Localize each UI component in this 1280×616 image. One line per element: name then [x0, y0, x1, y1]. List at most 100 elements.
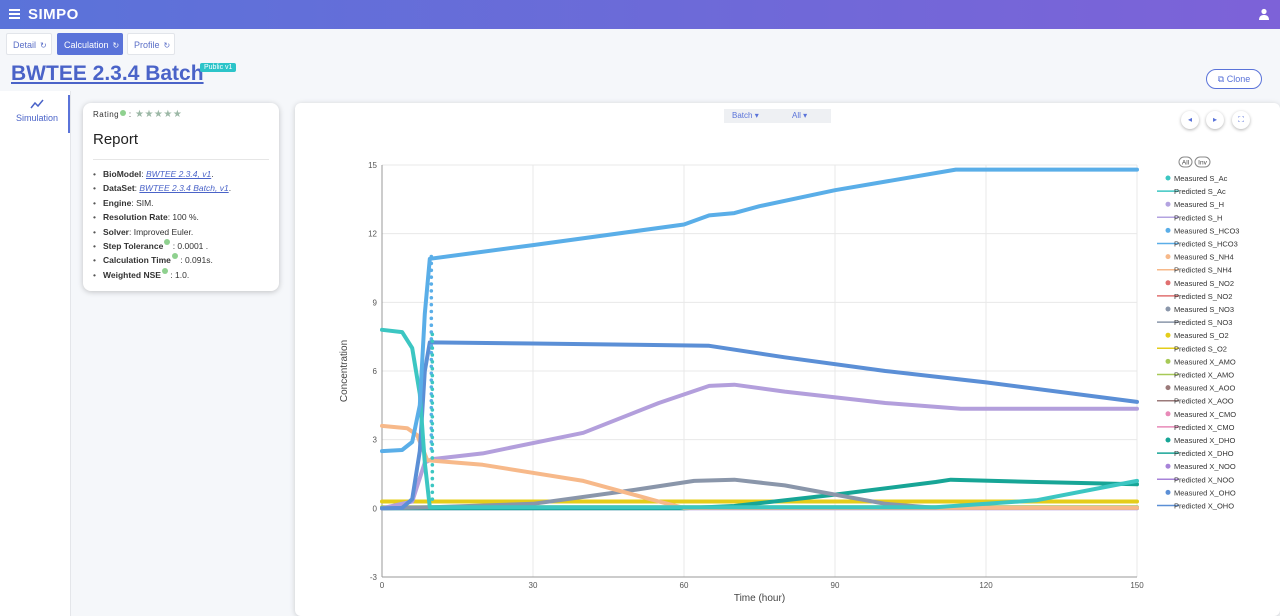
calc-time-label: Calculation Time — [103, 255, 171, 266]
biomodel-link[interactable]: BWTEE 2.3.4, v1 — [145, 169, 212, 179]
sidebar: Simulation — [0, 91, 71, 616]
legend-item[interactable]: Measured S_O2 — [1174, 331, 1229, 340]
data-point — [430, 408, 435, 412]
legend-item[interactable]: Measured S_H — [1174, 200, 1224, 209]
legend-item[interactable]: Measured X_OHO — [1174, 488, 1236, 497]
legend-marker — [1165, 411, 1171, 417]
tab-profile[interactable]: Profile ↻ — [127, 33, 175, 55]
data-point — [430, 476, 435, 481]
menu-icon[interactable] — [9, 9, 20, 19]
biomodel-label: BioModel — [103, 169, 142, 179]
data-point — [429, 254, 434, 259]
legend-item[interactable]: Predicted X_OHO — [1174, 502, 1234, 511]
legend-item[interactable]: Predicted S_NH4 — [1174, 266, 1232, 275]
legend-item[interactable]: Measured S_HCO3 — [1174, 226, 1239, 235]
y-tick-label: 15 — [368, 161, 377, 170]
legend-item[interactable]: Measured X_AMO — [1174, 357, 1236, 366]
series-line — [380, 327, 1139, 510]
data-point — [430, 394, 435, 398]
rating-stars[interactable]: ★★★★★ — [135, 109, 183, 120]
refresh-icon: ↻ — [40, 41, 47, 50]
legend-marker — [1165, 280, 1171, 286]
y-tick-label: 0 — [373, 504, 378, 513]
calc-time-value: : 0.091s. — [180, 255, 213, 266]
public-badge: Public v1 — [200, 63, 237, 72]
series-line — [380, 340, 1139, 511]
legend-marker — [1165, 227, 1171, 233]
legend-item[interactable]: Predicted X_CMO — [1174, 423, 1235, 432]
step-tolerance-value: : 0.0001 . — [172, 240, 209, 251]
line-chart-icon — [30, 99, 44, 109]
legend-item[interactable]: Measured X_NOO — [1174, 462, 1236, 471]
list-item: • DataSet: BWTEE 2.3.4 Batch, v1. — [93, 183, 232, 194]
legend-item[interactable]: Predicted X_AMO — [1174, 371, 1234, 380]
info-icon[interactable] — [171, 253, 178, 260]
legend-item[interactable]: Predicted S_HCO3 — [1174, 240, 1238, 249]
chart-card: Batch ▾ All ▾ ◂ ▸ ⛶ -3 0 3 6 9 12 15 0 30 60 90 120… — [295, 103, 1280, 616]
data-point — [430, 442, 435, 447]
legend-item[interactable]: Measured X_DHO — [1174, 436, 1235, 445]
legend-marker — [1165, 463, 1171, 469]
resolution-label: Resolution Rate — [103, 212, 168, 223]
legend-item[interactable]: Measured S_NH4 — [1174, 253, 1234, 262]
x-axis-label: Time (hour) — [734, 593, 785, 604]
info-icon[interactable] — [164, 238, 171, 245]
dataset-label: DataSet — [103, 183, 135, 194]
legend-item[interactable]: Measured S_NO2 — [1174, 279, 1234, 288]
x-tick-label: 0 — [380, 581, 385, 590]
legend-all-label: All — [1182, 160, 1190, 167]
dataset-link[interactable]: BWTEE 2.3.4 Batch, v1 — [139, 183, 229, 194]
legend-item[interactable]: Predicted S_O2 — [1174, 344, 1227, 353]
batch-select-label: Batch — [732, 111, 753, 120]
x-tick-label: 90 — [831, 581, 840, 590]
legend-item[interactable]: Measured X_AOO — [1174, 384, 1235, 393]
info-icon[interactable] — [161, 267, 168, 274]
tab-calculation[interactable]: Calculation ↻ — [57, 33, 123, 55]
fullscreen-button[interactable]: ⛶ — [1232, 111, 1250, 129]
legend-item[interactable]: Measured S_NO3 — [1174, 305, 1234, 314]
engine-label: Engine — [103, 197, 132, 208]
refresh-icon: ↻ — [112, 41, 120, 50]
tab-detail[interactable]: Detail ↻ — [6, 33, 52, 55]
clone-button[interactable]: ⧉ Clone — [1206, 69, 1262, 89]
list-item: • Step Tolerance : 0.0001 . — [93, 238, 209, 251]
sidebar-item-simulation[interactable]: Simulation — [6, 95, 70, 133]
y-tick-label: 12 — [368, 230, 377, 239]
legend-item[interactable]: Predicted S_NO2 — [1174, 292, 1232, 301]
data-point — [430, 456, 435, 460]
legend-item[interactable]: Predicted S_H — [1174, 213, 1222, 222]
legend-item[interactable]: Predicted S_Ac — [1174, 187, 1226, 196]
data-point — [429, 289, 434, 293]
batch-select[interactable]: Batch ▾ — [724, 109, 784, 123]
data-point — [429, 268, 434, 273]
series-line — [380, 423, 1139, 510]
data-point — [429, 302, 434, 307]
list-item: • Resolution Rate: 100 %. — [93, 212, 199, 223]
y-tick-label: 3 — [373, 436, 378, 445]
legend-item[interactable]: Predicted S_NO3 — [1174, 318, 1232, 327]
prev-button[interactable]: ◂ — [1181, 111, 1199, 129]
data-point — [430, 366, 435, 371]
page-title[interactable]: BWTEE 2.3.4 Batch — [11, 62, 204, 85]
info-icon[interactable] — [120, 110, 127, 116]
app-title: SIMPO — [28, 6, 79, 23]
data-point — [430, 387, 435, 392]
top-bar: SIMPO — [0, 0, 1280, 29]
legend-inv-button[interactable] — [1194, 156, 1211, 168]
user-icon[interactable] — [1258, 8, 1270, 20]
nse-label: Weighted NSE — [103, 269, 161, 280]
legend-inv-label: Inv — [1198, 160, 1207, 167]
legend-all-button[interactable] — [1178, 156, 1193, 168]
legend-item[interactable]: Measured X_CMO — [1174, 410, 1236, 419]
step-tolerance-label: Step Tolerance — [103, 240, 164, 251]
legend-item[interactable]: Predicted X_AOO — [1174, 397, 1234, 406]
legend-item[interactable]: Measured S_Ac — [1174, 174, 1228, 183]
rating-label: Rating : — [93, 110, 132, 119]
next-button[interactable]: ▸ — [1206, 111, 1224, 129]
legend-item[interactable]: Predicted X_DHO — [1174, 449, 1234, 458]
legend-item[interactable]: Predicted X_NOO — [1174, 475, 1234, 484]
list-item: • Engine: SIM. — [93, 197, 154, 208]
tab-detail-label: Detail — [13, 40, 37, 50]
series-select[interactable]: All ▾ — [784, 109, 831, 123]
